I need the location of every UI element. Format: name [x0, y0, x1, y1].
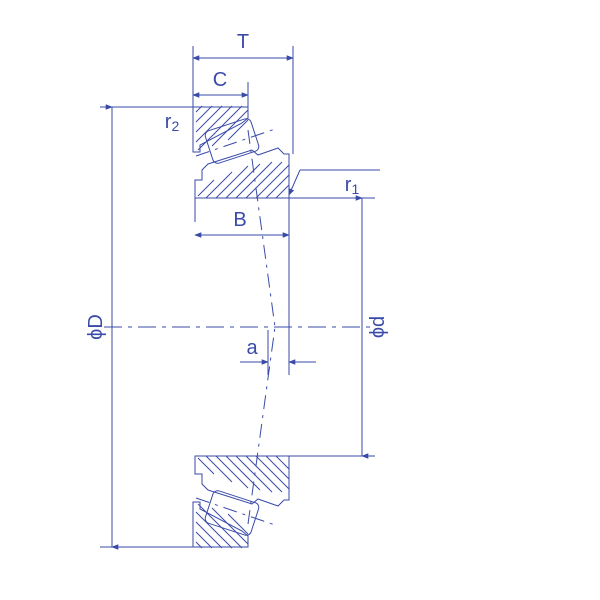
label-B: B: [233, 209, 246, 231]
label-r2: r2: [165, 111, 180, 134]
label-T: T: [237, 31, 249, 53]
label-phiD: ϕD: [85, 314, 107, 340]
dim-r1: r1: [289, 170, 380, 197]
label-phid: ϕd: [367, 316, 389, 338]
dim-T: T: [193, 31, 293, 58]
dim-phid: ϕd: [289, 198, 389, 456]
dim-r2: r2: [165, 111, 180, 134]
label-C: C: [213, 69, 227, 91]
dim-C: C: [193, 69, 248, 95]
bearing-diagram: T C r2 r1 B a ϕD ϕd: [0, 0, 600, 600]
dim-B: B: [195, 209, 289, 235]
lower-section: [193, 327, 289, 548]
label-a: a: [246, 337, 258, 359]
label-r1: r1: [345, 174, 360, 197]
dim-a: a: [240, 330, 316, 375]
